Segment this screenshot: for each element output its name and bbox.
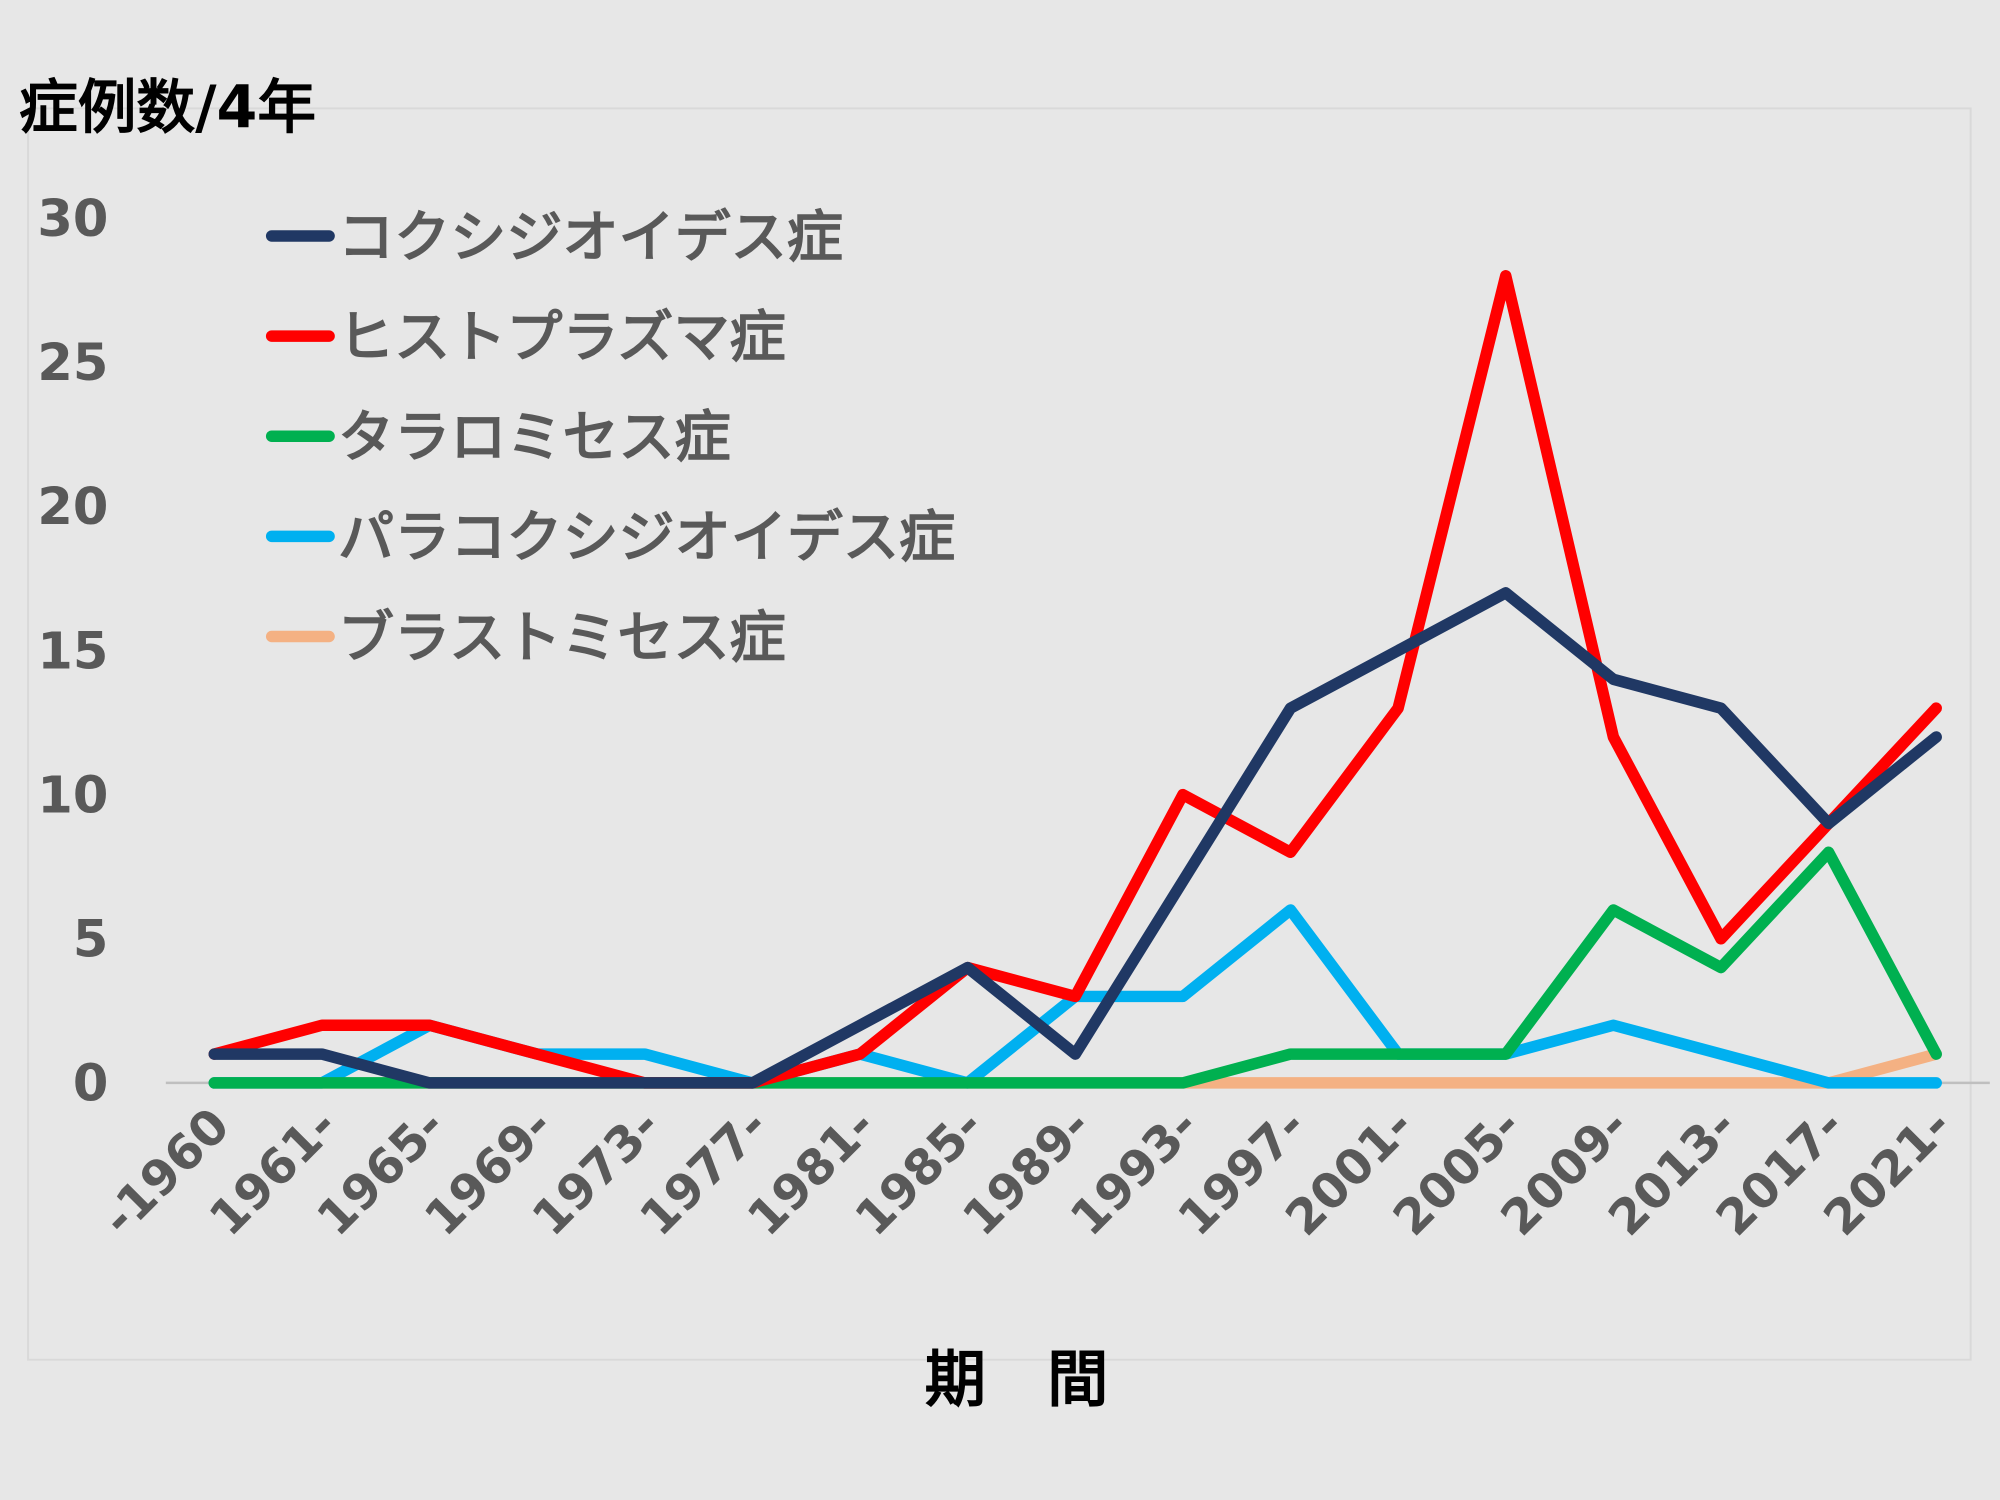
y-tick-label: 5 (73, 911, 109, 970)
legend-label: パラコクシジオイデス症 (338, 506, 955, 571)
y-tick-label: 20 (37, 478, 108, 537)
legend-label: ブラストミセス症 (338, 606, 786, 671)
legend-label: コクシジオイデス症 (338, 205, 843, 270)
series-line (208, 270, 1942, 1089)
plot-frame (27, 107, 1972, 1361)
series-line (208, 587, 1942, 1089)
y-tick-label: 15 (37, 622, 108, 681)
y-tick-label: 10 (37, 766, 108, 825)
y-tick-label: 0 (73, 1055, 109, 1114)
y-tick-label: 30 (37, 190, 108, 249)
legend-label: タラロミセス症 (338, 406, 731, 471)
legend-label: ヒストプラズマ症 (338, 306, 786, 371)
y-tick-label: 25 (37, 334, 108, 393)
x-axis-title: 期 間 (925, 1345, 1109, 1416)
y-axis-title: 症例数/4年 (19, 74, 316, 142)
